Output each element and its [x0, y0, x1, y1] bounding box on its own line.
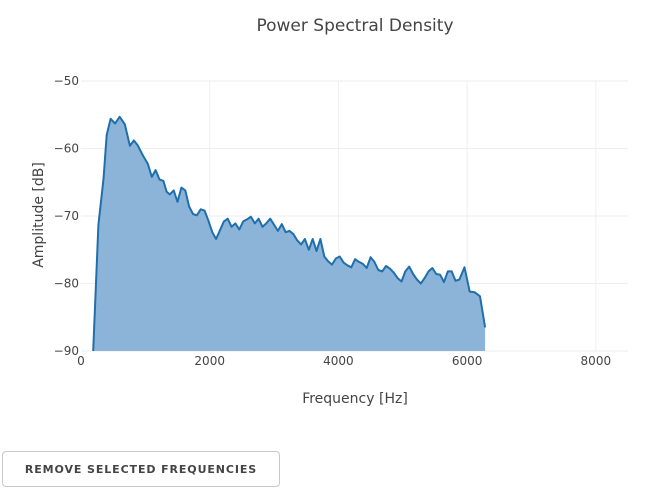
x-tick-label: 0	[77, 354, 85, 368]
x-axis-ticks: 0 2000 4000 6000 8000	[77, 354, 611, 368]
y-tick-label: −90	[54, 344, 79, 358]
x-tick-label: 6000	[452, 354, 483, 368]
psd-chart[interactable]: Power Spectral Density −50 −60 −70 −80 −90 0…	[0, 0, 668, 440]
y-tick-label: −70	[54, 209, 79, 223]
psd-series-line[interactable]	[92, 115, 487, 352]
chart-title: Power Spectral Density	[256, 16, 453, 36]
y-tick-label: −50	[54, 74, 79, 88]
y-axis-ticks: −50 −60 −70 −80 −90	[54, 74, 79, 358]
y-tick-label: −60	[54, 142, 79, 156]
y-tick-label: −80	[54, 277, 79, 291]
remove-selected-frequencies-button[interactable]: REMOVE SELECTED FREQUENCIES	[2, 451, 280, 487]
x-axis-title: Frequency [Hz]	[302, 391, 408, 407]
y-axis-title: Amplitude [dB]	[31, 162, 47, 268]
x-tick-label: 4000	[323, 354, 354, 368]
x-tick-label: 8000	[581, 354, 612, 368]
x-tick-label: 2000	[194, 354, 225, 368]
plot-area[interactable]	[92, 115, 487, 352]
psd-area-fill	[93, 116, 486, 351]
